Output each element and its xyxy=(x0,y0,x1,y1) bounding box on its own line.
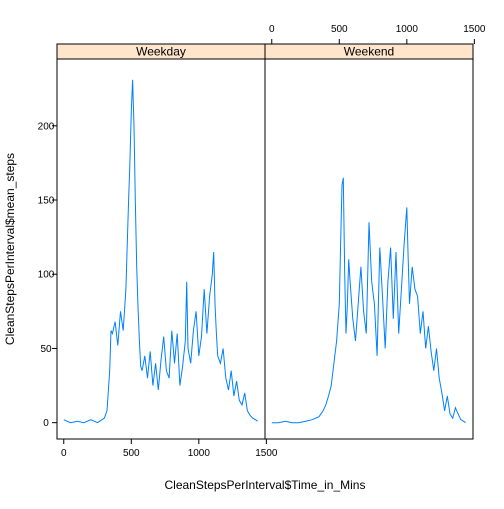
series-line-weekday xyxy=(63,79,258,424)
x-tick-label-bottom-1000: 1000 xyxy=(188,448,211,459)
x-tick-label-top-1000: 1000 xyxy=(396,24,419,35)
y-axis-title: CleanStepsPerInterval$mean_steps xyxy=(3,153,17,345)
x-tick-label-top-0: 0 xyxy=(269,24,275,35)
x-tick-label-top-500: 500 xyxy=(331,24,348,35)
panel-weekday-frame xyxy=(56,58,266,440)
y-tick-label-0: 0 xyxy=(43,418,49,429)
panel-weekend: Weekend xyxy=(264,43,474,440)
series-line-weekend xyxy=(271,177,466,424)
panel-weekend-frame xyxy=(264,58,474,440)
x-tick-label-bottom-0: 0 xyxy=(61,448,67,459)
strip-weekend-label: Weekend xyxy=(344,45,394,59)
y-tick-label-150: 150 xyxy=(38,196,55,207)
x-tick-label-bottom-1500: 1500 xyxy=(255,448,278,459)
x-axis-top: 0 500 1000 1500 xyxy=(269,24,486,44)
strip-weekday-label: Weekday xyxy=(136,45,186,59)
y-tick-label-200: 200 xyxy=(38,121,55,132)
x-tick-label-top-1500: 1500 xyxy=(463,24,486,35)
series-weekend xyxy=(271,177,466,424)
y-tick-label-100: 100 xyxy=(38,270,55,281)
x-tick-label-bottom-500: 500 xyxy=(123,448,140,459)
x-axis-bottom: 0 500 1000 1500 xyxy=(61,439,278,459)
x-axis-title: CleanStepsPerInterval$Time_in_Mins xyxy=(165,478,366,492)
series-weekday xyxy=(63,79,258,424)
y-tick-label-50: 50 xyxy=(40,344,52,355)
panel-weekday: Weekday xyxy=(56,43,266,440)
y-axis: 0 50 100 150 200 xyxy=(38,121,57,429)
